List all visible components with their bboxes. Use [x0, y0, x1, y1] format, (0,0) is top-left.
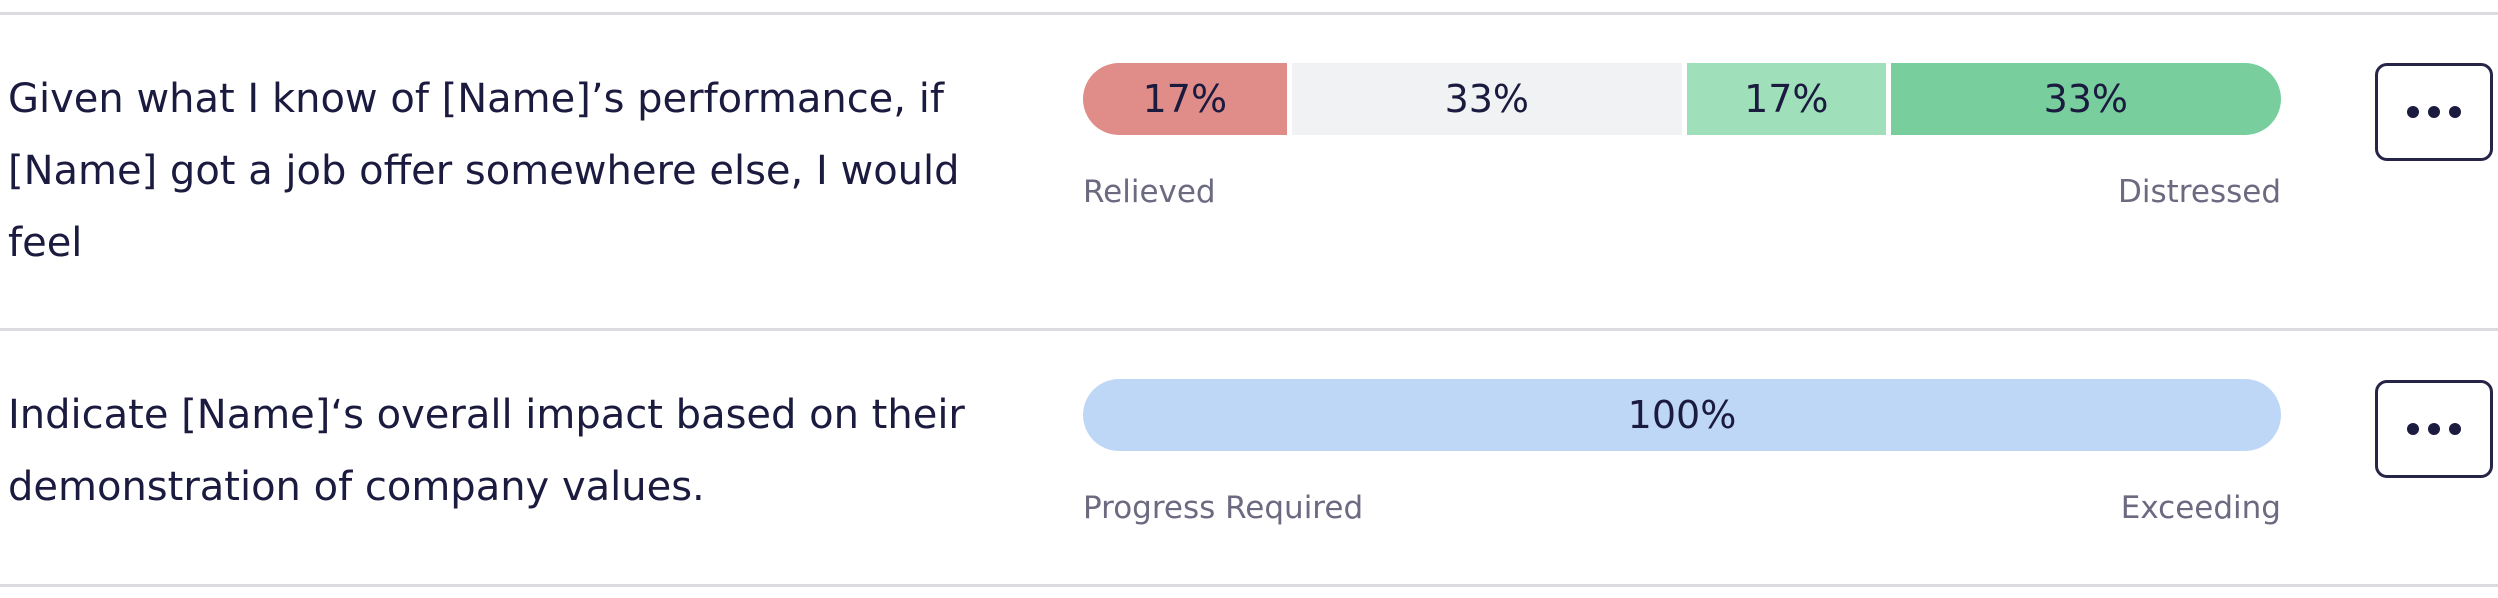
question-text: Indicate [Name]‘s overall impact based o… — [8, 392, 965, 510]
response-segment: 33% — [1286, 63, 1682, 135]
more-options-button[interactable] — [2375, 380, 2493, 478]
response-segment: 17% — [1083, 63, 1287, 135]
scale-max-label: Exceeding — [2120, 490, 2281, 526]
scale-min-label: Relieved — [1083, 174, 1216, 210]
scale-min-label: Progress Required — [1083, 490, 1364, 526]
more-horizontal-icon — [2407, 106, 2461, 118]
divider-top — [0, 12, 2498, 15]
scale-max-label: Distressed — [2118, 174, 2281, 210]
response-segment: 100% — [1083, 379, 2281, 451]
divider-middle — [0, 328, 2498, 331]
divider-bottom — [0, 584, 2498, 587]
question-text: Given what I know of [Name]’s performanc… — [8, 76, 960, 266]
more-horizontal-icon — [2407, 423, 2461, 435]
response-distribution-bar: 17% 33% 17% 33% — [1083, 63, 2281, 135]
more-options-button[interactable] — [2375, 63, 2493, 161]
response-distribution-bar: 100% — [1083, 379, 2281, 451]
response-segment: 33% — [1885, 63, 2281, 135]
response-segment: 17% — [1681, 63, 1886, 135]
